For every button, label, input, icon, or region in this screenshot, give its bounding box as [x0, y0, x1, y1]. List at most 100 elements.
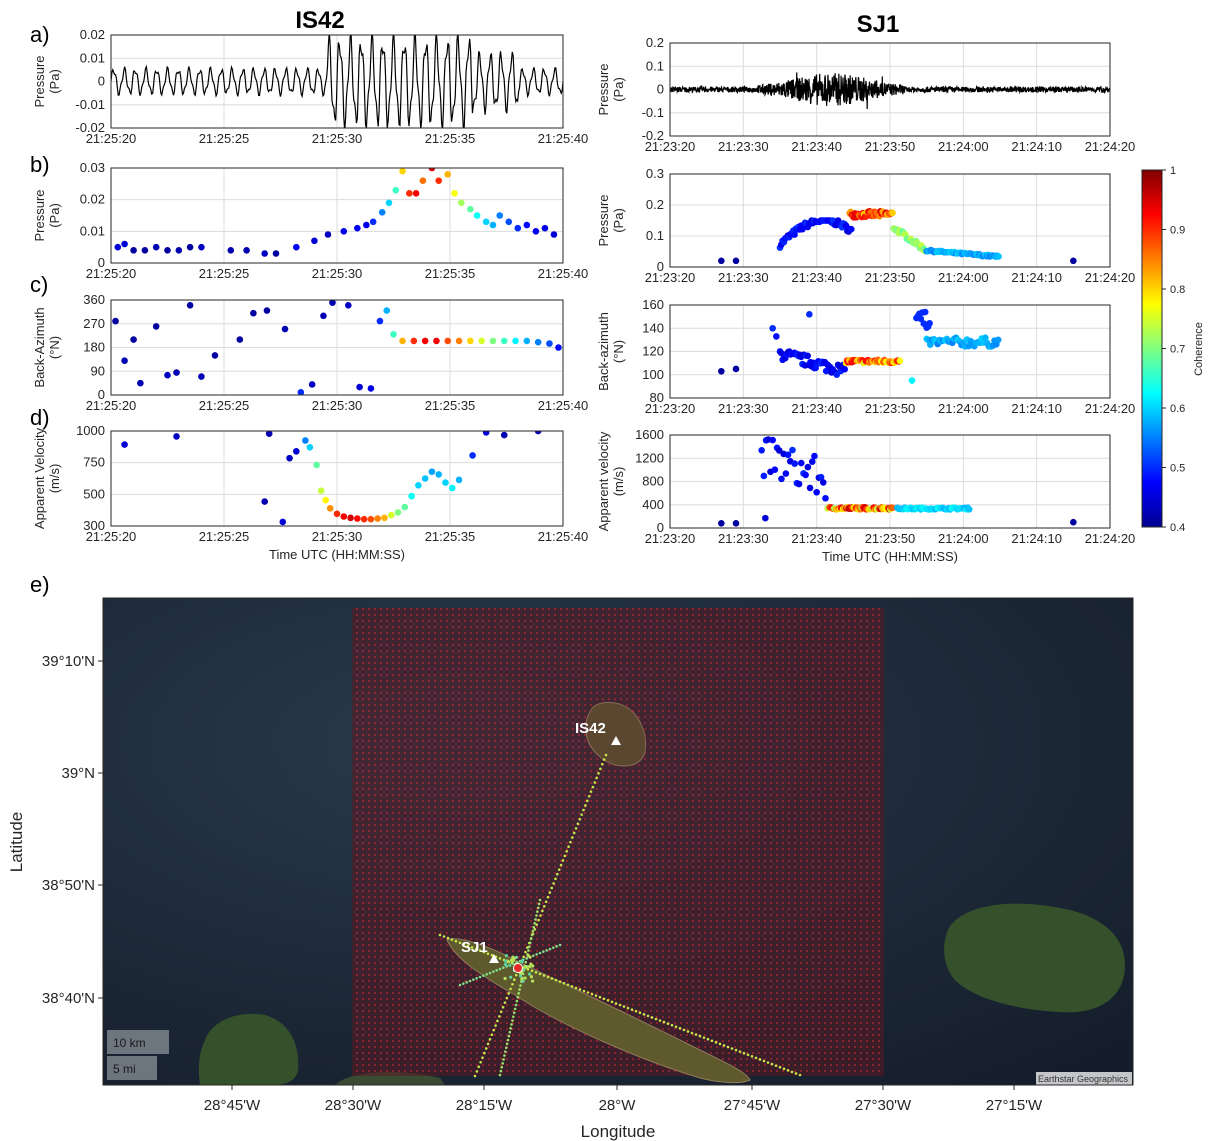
beam-point — [438, 933, 442, 937]
beam-point — [567, 845, 570, 849]
charts-layer: 21:25:20 21:25:25 21:25:30 21:25:35 21:25:40… — [32, 27, 1135, 564]
beam-point — [535, 953, 538, 956]
colorbar-ticks: 1 0.9 0.8 0.7 0.6 0.5 0.4 — [1162, 165, 1185, 534]
x-tick-label: 21:25:35 — [425, 398, 476, 413]
data-point — [778, 475, 785, 483]
data-point — [512, 337, 519, 345]
data-point — [482, 431, 490, 436]
beam-point — [462, 943, 466, 946]
y-tick-label: 1200 — [635, 450, 664, 465]
title-sj1: SJ1 — [857, 11, 900, 38]
data-point — [555, 344, 562, 351]
y-tick-label: 0.02 — [80, 27, 105, 42]
data-point — [473, 212, 481, 219]
data-point — [500, 337, 508, 345]
beam-point — [702, 1036, 706, 1039]
beam-point — [511, 1019, 514, 1022]
plot-frame — [110, 167, 564, 264]
y-axis-label-unit: (Pa) — [47, 69, 62, 94]
beam-point — [670, 1023, 674, 1027]
data-point — [762, 514, 769, 522]
data-point — [313, 461, 320, 469]
beam-point — [498, 1073, 502, 1077]
x-tick-label: 21:24:10 — [1011, 401, 1062, 416]
beam-point — [512, 1011, 516, 1015]
beam-point — [552, 882, 555, 885]
x-tick-label: 21:24:10 — [1011, 270, 1062, 285]
beam-point — [507, 992, 510, 995]
data-point — [444, 337, 452, 345]
beam-point — [530, 969, 534, 973]
beam-point — [511, 955, 515, 959]
beam-point — [481, 1056, 484, 1059]
y-tick-label: 1600 — [635, 427, 664, 442]
beam-point — [786, 1069, 790, 1072]
beam-point — [488, 971, 492, 975]
data-point — [587, 297, 594, 304]
colorbar-tick-label: 0.5 — [1170, 463, 1185, 475]
y-axis-label: Pressure — [32, 189, 47, 241]
data-point — [822, 494, 829, 502]
beam-point — [798, 1073, 802, 1077]
beam-point — [766, 1061, 770, 1064]
beam-point — [506, 960, 511, 964]
beam-point — [525, 957, 528, 960]
data-point — [841, 365, 848, 373]
beam-point — [498, 967, 502, 971]
data-point — [317, 487, 325, 495]
beam-point — [582, 808, 585, 812]
y-tick-label: -0.01 — [75, 97, 105, 112]
plot-frame — [669, 304, 1111, 399]
beam-point — [518, 974, 523, 978]
beam-point — [589, 790, 593, 793]
data-point — [286, 454, 293, 462]
data-point — [573, 228, 580, 235]
beam-point — [527, 964, 532, 969]
data-point — [634, 339, 641, 346]
data-point — [896, 357, 904, 365]
data-point — [797, 459, 805, 467]
beam-point — [563, 854, 567, 858]
data-point — [435, 471, 443, 478]
data-point — [541, 224, 549, 232]
beam-point — [499, 1069, 503, 1073]
beam-point — [597, 772, 600, 775]
beam-point — [738, 1050, 742, 1053]
data-point — [921, 308, 929, 316]
beam-point — [682, 1028, 686, 1032]
beam-point — [595, 776, 598, 780]
data-point — [173, 433, 180, 440]
x-tick-label: 21:23:30 — [718, 401, 769, 416]
data-point — [412, 190, 420, 197]
data-point — [813, 488, 820, 496]
data-point — [383, 307, 391, 314]
data-point — [806, 311, 813, 318]
beam-point — [528, 955, 532, 959]
map-frame — [102, 597, 1134, 1086]
beam-point — [562, 981, 566, 985]
y-tick-label: 500 — [83, 486, 105, 501]
data-point — [367, 515, 375, 523]
attribution-box — [1036, 1072, 1132, 1085]
beam-point — [531, 964, 535, 968]
beam-point — [546, 975, 550, 979]
beam-point — [517, 992, 520, 995]
x-tick-label: 21:25:40 — [538, 529, 589, 544]
beam-point — [559, 863, 563, 867]
y-tick-label: 0.01 — [80, 223, 105, 238]
beam-point — [762, 1059, 766, 1063]
beam-point — [550, 977, 554, 980]
data-point — [760, 472, 768, 480]
beam-point — [593, 781, 597, 784]
beam-point — [582, 989, 586, 993]
x-tick-label: 21:24:00 — [938, 531, 989, 546]
beam-point — [770, 1062, 774, 1066]
data-point — [564, 231, 571, 238]
beam-point — [513, 1007, 517, 1011]
beam-point — [478, 949, 482, 952]
beam-point — [574, 827, 578, 830]
x-tick-label: 21:25:25 — [199, 131, 250, 146]
beam-point — [604, 753, 608, 757]
lat-tick-label: 38°40'N — [42, 990, 95, 1007]
